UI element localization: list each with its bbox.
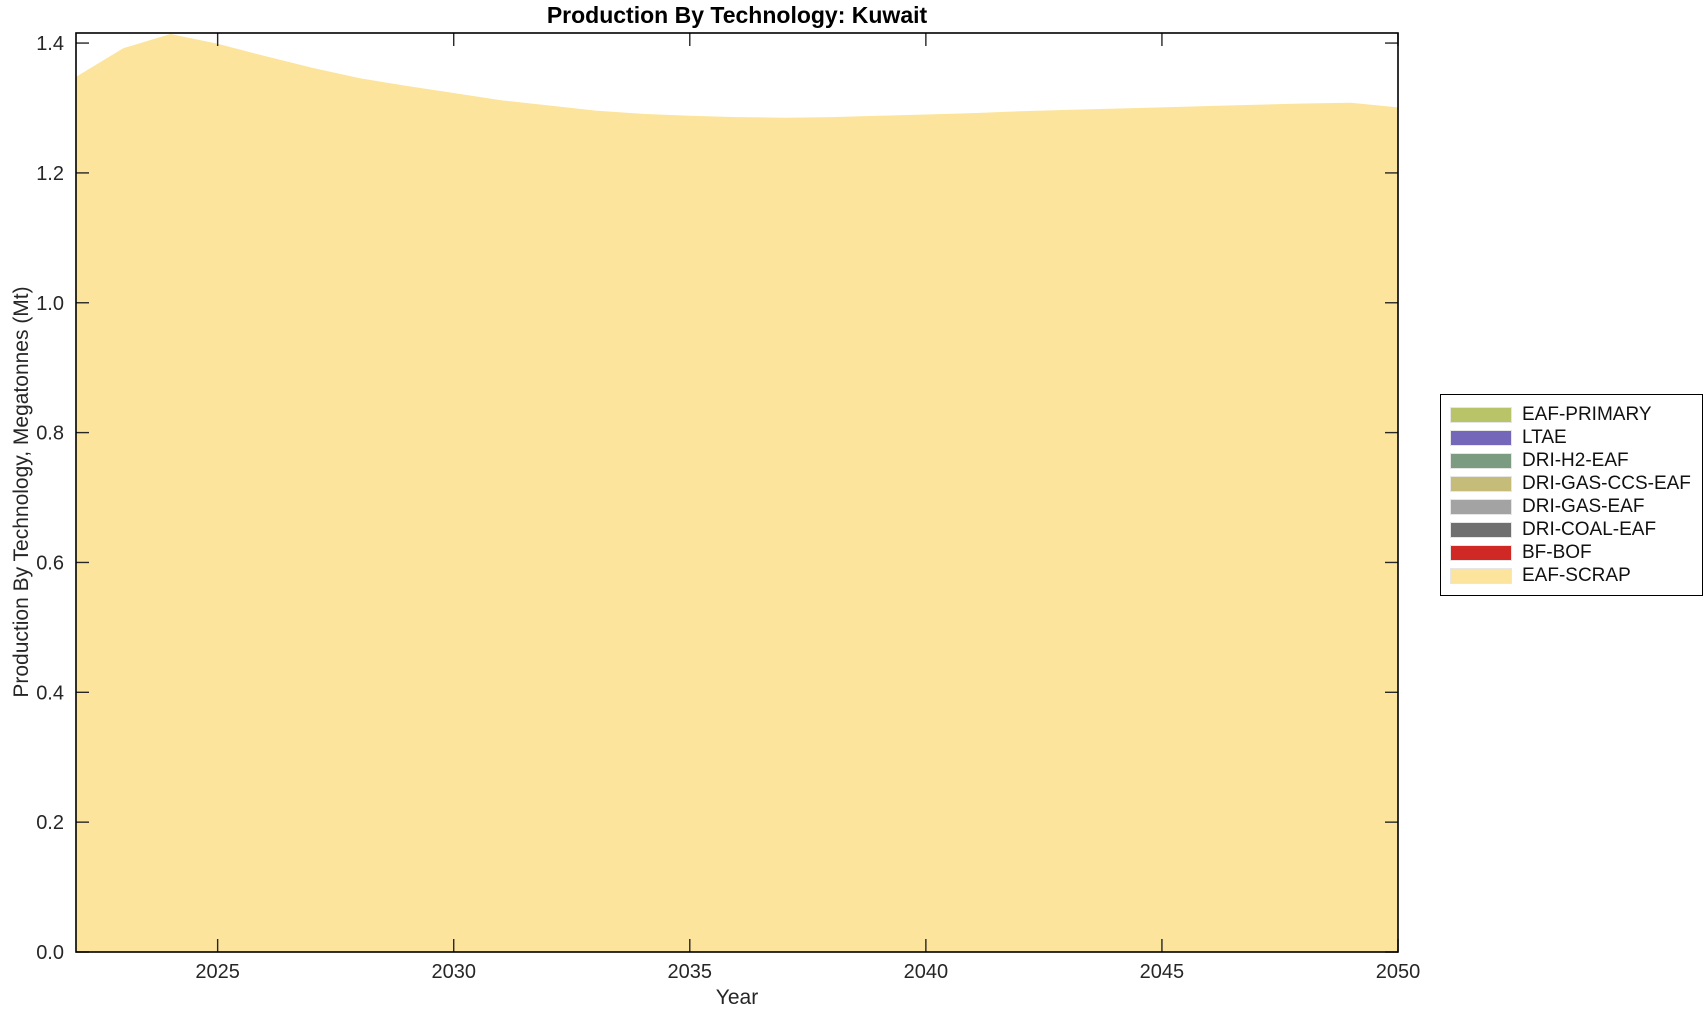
legend-item-bf-bof: BF-BOF — [1450, 541, 1702, 564]
x-tick-label: 2050 — [1376, 961, 1421, 983]
legend-swatch-dri-gas-ccs-eaf — [1450, 475, 1512, 492]
legend-label: LTAE — [1522, 427, 1567, 448]
legend-label: DRI-COAL-EAF — [1522, 519, 1657, 540]
legend-swatch-dri-h2-eaf — [1450, 452, 1512, 469]
y-tick-label: 1.2 — [36, 163, 64, 185]
legend-label: EAF-PRIMARY — [1522, 404, 1652, 425]
legend: EAF-PRIMARY LTAE DRI-H2-EAF DRI-GAS-CCS-EAF… — [1440, 394, 1703, 596]
area-eaf-scrap — [76, 33, 1398, 952]
chart-title: Production By Technology: Kuwait — [546, 2, 928, 28]
legend-label: EAF-SCRAP — [1522, 565, 1631, 586]
legend-label: BF-BOF — [1522, 542, 1592, 563]
y-tick-label: 0.6 — [36, 552, 64, 574]
legend-swatch-eaf-primary — [1450, 406, 1512, 423]
legend-swatch-dri-gas-eaf — [1450, 498, 1512, 515]
y-axis-label: Production By Technology, Megatonnes (Mt… — [10, 286, 33, 698]
y-tick-label: 0.4 — [36, 682, 64, 704]
legend-swatch-eaf-scrap — [1450, 567, 1512, 584]
legend-swatch-dri-coal-eaf — [1450, 521, 1512, 538]
legend-item-eaf-scrap: EAF-SCRAP — [1450, 564, 1702, 587]
legend-label: DRI-H2-EAF — [1522, 450, 1629, 471]
y-tick-label: 0.8 — [36, 423, 64, 445]
y-tick-label: 1.0 — [36, 293, 64, 315]
legend-swatch-ltae — [1450, 429, 1512, 446]
legend-label: DRI-GAS-EAF — [1522, 496, 1645, 517]
x-axis-label: Year — [715, 986, 759, 1009]
x-tick-label: 2040 — [904, 961, 949, 983]
legend-item-dri-gas-ccs-eaf: DRI-GAS-CCS-EAF — [1450, 472, 1702, 495]
legend-item-dri-h2-eaf: DRI-H2-EAF — [1450, 449, 1702, 472]
x-tick-label: 2030 — [431, 961, 476, 983]
y-tick-label: 0.2 — [36, 812, 64, 834]
x-tick-label: 2045 — [1140, 961, 1185, 983]
y-tick-label: 1.4 — [36, 33, 64, 55]
legend-item-ltae: LTAE — [1450, 426, 1702, 449]
legend-item-dri-coal-eaf: DRI-COAL-EAF — [1450, 518, 1702, 541]
legend-swatch-bf-bof — [1450, 544, 1512, 561]
legend-item-dri-gas-eaf: DRI-GAS-EAF — [1450, 495, 1702, 518]
y-tick-label: 0.0 — [36, 942, 64, 964]
legend-item-eaf-primary: EAF-PRIMARY — [1450, 403, 1702, 426]
plot-border — [75, 32, 1399, 953]
x-tick-label: 2035 — [668, 961, 713, 983]
legend-label: DRI-GAS-CCS-EAF — [1522, 473, 1691, 494]
x-tick-label: 2025 — [195, 961, 240, 983]
